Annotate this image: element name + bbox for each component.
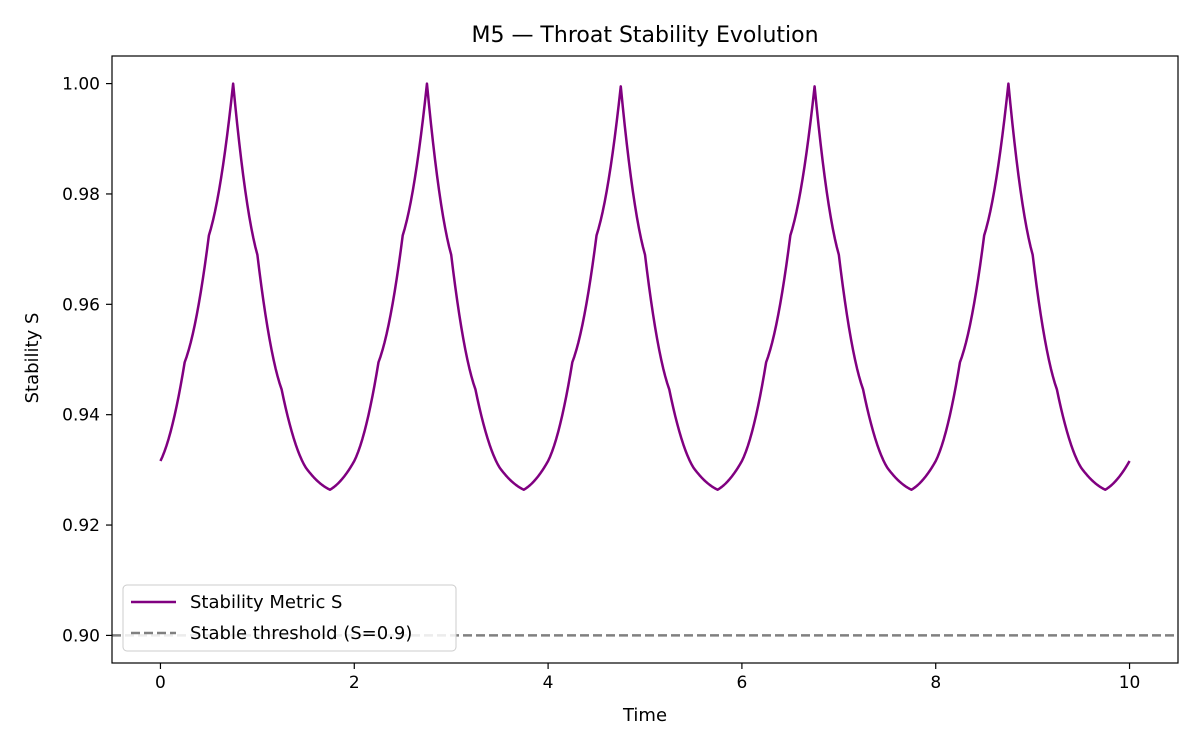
x-tick-label: 10 bbox=[1119, 673, 1141, 693]
x-axis: 0 2 4 6 8 10 bbox=[155, 663, 1140, 693]
y-axis-label: Stability S bbox=[22, 313, 43, 404]
x-tick-label: 2 bbox=[349, 673, 360, 693]
x-tick-label: 6 bbox=[736, 673, 747, 693]
y-tick-label: 0.90 bbox=[62, 626, 100, 646]
chart-title: M5 — Throat Stability Evolution bbox=[471, 23, 818, 48]
y-tick-label: 0.96 bbox=[62, 295, 100, 315]
legend-box bbox=[122, 584, 457, 652]
y-tick-label: 1.00 bbox=[62, 75, 100, 95]
x-tick-label: 4 bbox=[543, 673, 554, 693]
legend: Stability Metric S Stable threshold (S=0… bbox=[122, 584, 457, 652]
x-axis-label: Time bbox=[622, 705, 667, 726]
y-tick-label: 0.94 bbox=[62, 406, 100, 426]
x-tick-label: 0 bbox=[155, 673, 166, 693]
plot-frame bbox=[111, 55, 1179, 664]
y-axis: 0.90 0.92 0.94 0.96 0.98 1.00 bbox=[62, 75, 112, 646]
legend-label-stability: Stability Metric S bbox=[190, 592, 342, 613]
legend-label-threshold: Stable threshold (S=0.9) bbox=[190, 623, 412, 644]
x-tick-label: 8 bbox=[930, 673, 941, 693]
y-tick-label: 0.92 bbox=[62, 516, 100, 536]
series-line-stability bbox=[159, 82, 1131, 491]
y-tick-label: 0.98 bbox=[62, 185, 100, 205]
